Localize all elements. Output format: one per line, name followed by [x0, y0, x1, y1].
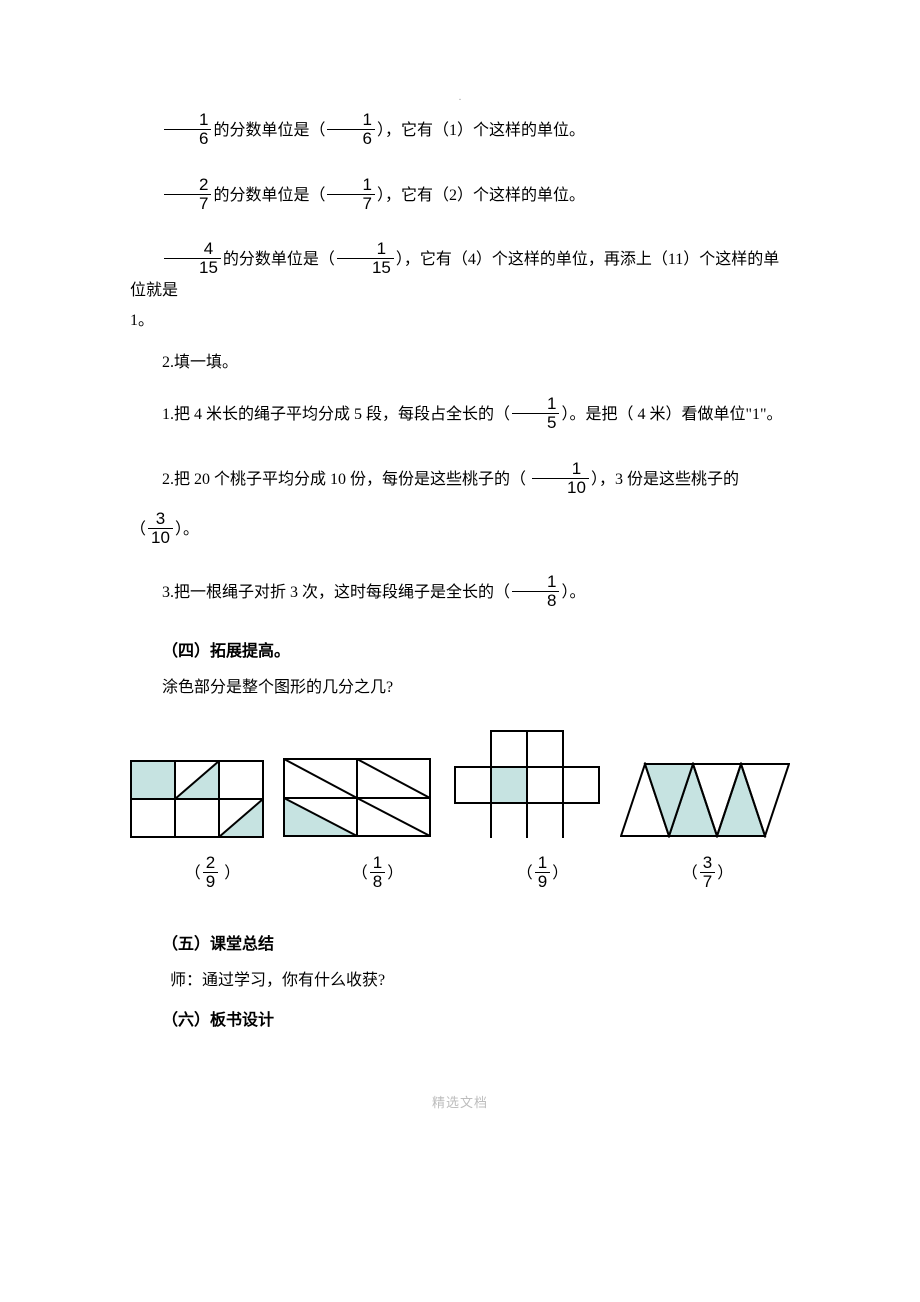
frac-1-6b: 16 [327, 111, 374, 148]
text: 2.把 20 个桃子平均分成 10 份，每份是这些桃子的（ [162, 471, 530, 488]
frac-1-10: 110 [532, 460, 589, 497]
text: ），它有（1）个这样的单位。 [377, 122, 585, 139]
frac-3-7: 37 [700, 854, 715, 891]
frac-1-7: 17 [327, 176, 374, 213]
frac-1-5: 15 [512, 395, 559, 432]
figure-1 [130, 760, 265, 838]
text: 的分数单位是（ [223, 251, 335, 268]
frac-1-15: 115 [337, 240, 394, 277]
answer-2: （18） [295, 856, 460, 893]
text: 的分数单位是（ [213, 122, 325, 139]
answer-1: （29 ） [130, 856, 295, 893]
q2-1: 1.把 4 米长的绳子平均分成 5 段，每段占全长的（15）。是把（ 4 米）看… [130, 397, 790, 434]
line-2: 27的分数单位是（17），它有（2）个这样的单位。 [130, 178, 790, 215]
section-6-title: （六）板书设计 [130, 1009, 790, 1033]
text: ），它有（2）个这样的单位。 [377, 187, 585, 204]
text: 1.把 4 米长的绳子平均分成 5 段，每段占全长的（ [162, 406, 510, 423]
text: ）。 [561, 584, 585, 601]
figure-4-svg [620, 762, 790, 838]
q2-2: 2.把 20 个桃子平均分成 10 份，每份是这些桃子的（ 110），3 份是这… [130, 462, 790, 499]
frac-2-9: 29 [203, 854, 218, 891]
frac-1-8b: 18 [370, 854, 385, 891]
figure-2-svg [283, 758, 433, 838]
frac-2-7: 27 [164, 176, 211, 213]
q2-2-cont: （310）。 [130, 512, 790, 549]
q2-title: 2.填一填。 [130, 351, 790, 375]
figures-row [130, 730, 790, 838]
text: 的分数单位是（ [213, 187, 325, 204]
section-5-body: 师：通过学习，你有什么收获? [130, 969, 790, 993]
text: ）。 [175, 521, 199, 538]
frac-4-15: 415 [164, 240, 221, 277]
line-3-cont: 1。 [130, 309, 790, 333]
frac-1-8: 18 [512, 573, 559, 610]
text: （ [130, 521, 146, 538]
line-3: 415的分数单位是（115），它有（4）个这样的单位，再添上（11）个这样的单位… [130, 242, 790, 303]
figure-2 [283, 758, 433, 838]
section-4-title: （四）拓展提高。 [130, 640, 790, 664]
page-footer: 精选文档 [130, 1093, 790, 1113]
section-5-title: （五）课堂总结 [130, 933, 790, 957]
figure-3-svg [452, 730, 602, 838]
header-dot: . [130, 90, 790, 105]
figure-1-svg [130, 760, 265, 838]
frac-1-9: 19 [535, 854, 550, 891]
figure-4 [620, 762, 790, 838]
line-1: 16的分数单位是（16），它有（1）个这样的单位。 [130, 113, 790, 150]
answers-row: （29 ） （18） （19） （37） [130, 856, 790, 893]
frac-1-6: 16 [164, 111, 211, 148]
answer-3: （19） [460, 856, 625, 893]
q2-3: 3.把一根绳子对折 3 次，这时每段绳子是全长的（18）。 [130, 575, 790, 612]
section-4-question: 涂色部分是整个图形的几分之几? [130, 676, 790, 700]
text: ）。是把（ 4 米）看做单位"1"。 [561, 406, 782, 423]
frac-3-10: 310 [148, 510, 173, 547]
figure-3 [452, 730, 602, 838]
answer-4: （37） [625, 856, 790, 893]
text: ），3 份是这些桃子的 [591, 471, 739, 488]
text: 3.把一根绳子对折 3 次，这时每段绳子是全长的（ [162, 584, 510, 601]
